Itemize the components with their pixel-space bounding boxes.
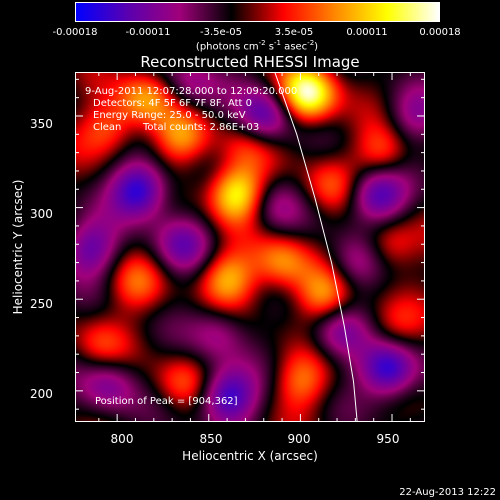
x-tick-label: 850 bbox=[199, 432, 223, 446]
plot-area: 9-Aug-2011 12:07:28.000 to 12:09:20.000 … bbox=[75, 71, 425, 423]
energy-range-text: Energy Range: 25.0 - 50.0 keV bbox=[93, 110, 246, 121]
colorbar-tick: -0.00018 bbox=[52, 27, 98, 38]
x-tick-label: 950 bbox=[376, 432, 400, 446]
chart-title: Reconstructed RHESSI Image bbox=[140, 53, 360, 71]
colorbar-tick: -0.00011 bbox=[125, 27, 171, 38]
x-tick-label: 800 bbox=[110, 432, 134, 446]
y-tick-label: 200 bbox=[30, 387, 53, 401]
heatmap-image bbox=[75, 72, 425, 422]
peak-position-text: Position of Peak = [904,362] bbox=[95, 396, 238, 407]
time-range-text: 9-Aug-2011 12:07:28.000 to 12:09:20.000 bbox=[85, 86, 298, 97]
detectors-text: Detectors: 4F 5F 6F 7F 8F, Att 0 bbox=[93, 98, 253, 109]
clean-text: Clean bbox=[93, 122, 122, 133]
plot-frame bbox=[75, 72, 425, 422]
colorbar-tick: 0.00018 bbox=[419, 27, 461, 38]
colorbar-tick: 0.00011 bbox=[346, 27, 388, 38]
y-tick-label: 350 bbox=[30, 117, 53, 131]
y-axis-label: Heliocentric Y (arcsec) bbox=[11, 179, 25, 315]
footer-date: 22-Aug-2013 12:22 bbox=[399, 487, 496, 498]
total-counts-text: Total counts: 2.86E+03 bbox=[143, 122, 260, 133]
solar-limb-line bbox=[274, 71, 358, 423]
colorbar-tick: 3.5e-05 bbox=[274, 27, 314, 38]
x-tick-label: 900 bbox=[287, 432, 311, 446]
colorbar-tick: -3.5e-05 bbox=[200, 27, 242, 38]
colorbar bbox=[75, 2, 440, 22]
plot-overlay bbox=[75, 71, 425, 423]
x-axis-label: Heliocentric X (arcsec) bbox=[182, 449, 318, 463]
y-tick-label: 300 bbox=[30, 207, 53, 221]
y-tick-label: 250 bbox=[30, 297, 53, 311]
colorbar-unit: (photons cm-2 s-1 asec-2) bbox=[195, 39, 319, 53]
